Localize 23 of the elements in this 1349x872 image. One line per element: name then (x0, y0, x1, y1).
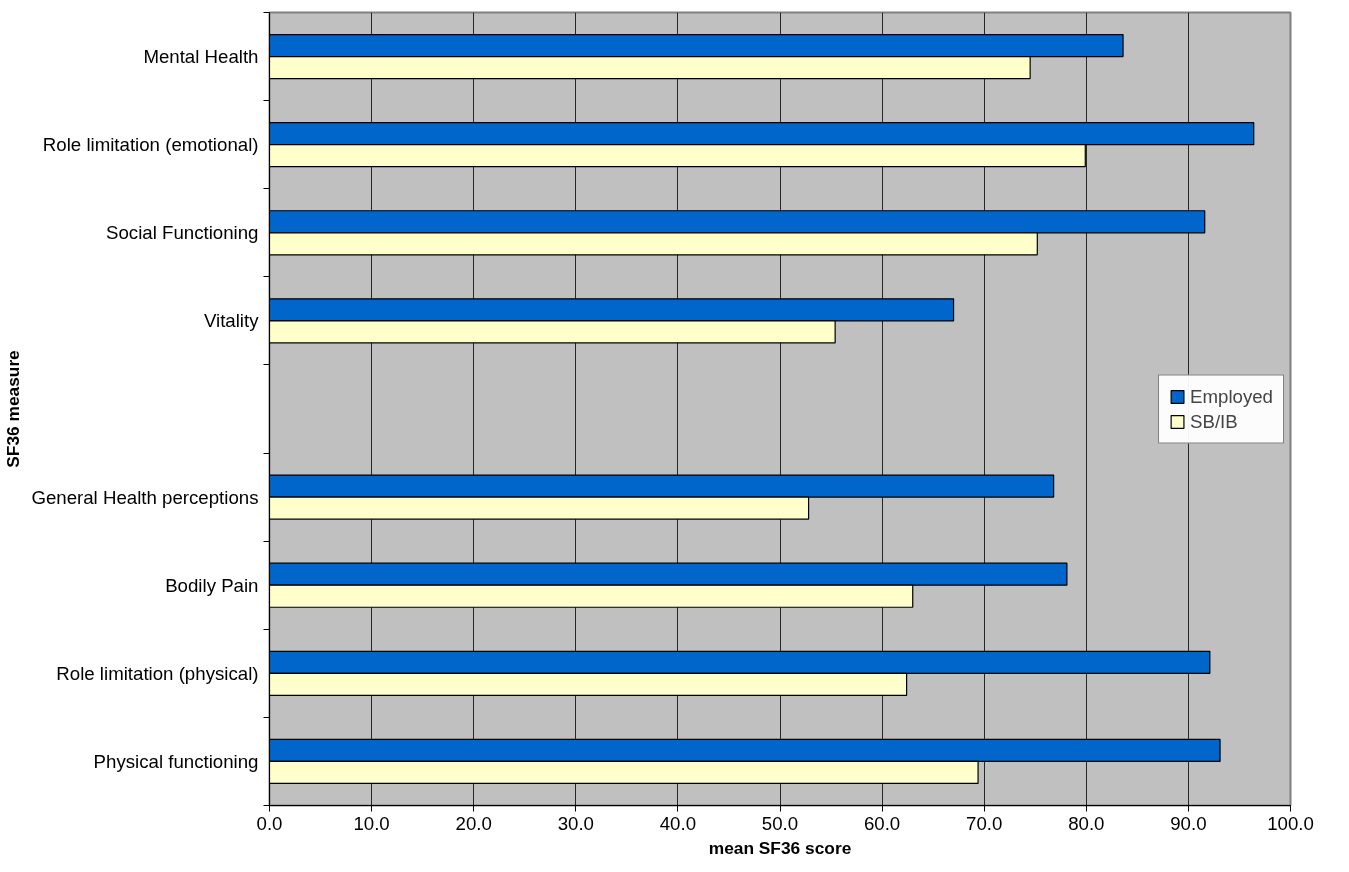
x-tick-label: 100.0 (1267, 812, 1314, 834)
x-tick-label: 30.0 (557, 812, 594, 834)
legend-label: SB/IB (1190, 410, 1238, 432)
x-tick-label: 50.0 (761, 812, 799, 834)
y-tick-label: Vitality (203, 310, 260, 332)
y-tick-label: Role limitation (emotional) (42, 134, 259, 156)
x-tick-label: 60.0 (863, 812, 901, 834)
x-tick-label: 10.0 (353, 812, 390, 834)
legend-label: Employed (1190, 385, 1273, 407)
y-tick-label: Social Functioning (106, 222, 259, 244)
y-tick-label: General Health perceptions (31, 486, 259, 508)
y-tick-label: Mental Health (143, 46, 259, 68)
x-tick-label: 70.0 (966, 812, 1003, 834)
y-tick-label: Bodily Pain (165, 574, 259, 596)
x-tick-label: 20.0 (455, 812, 492, 834)
x-tick-label: 80.0 (1068, 812, 1105, 834)
y-tick-label: Physical functioning (93, 750, 259, 772)
x-tick-label: 0.0 (256, 812, 283, 834)
x-tick-label: 40.0 (659, 812, 697, 834)
x-tick-label: 90.0 (1170, 812, 1207, 834)
y-tick-label: Role limitation (physical) (56, 662, 259, 684)
x-axis-title: mean SF36 score (708, 837, 852, 858)
y-axis-title: SF36 measure (3, 349, 24, 468)
